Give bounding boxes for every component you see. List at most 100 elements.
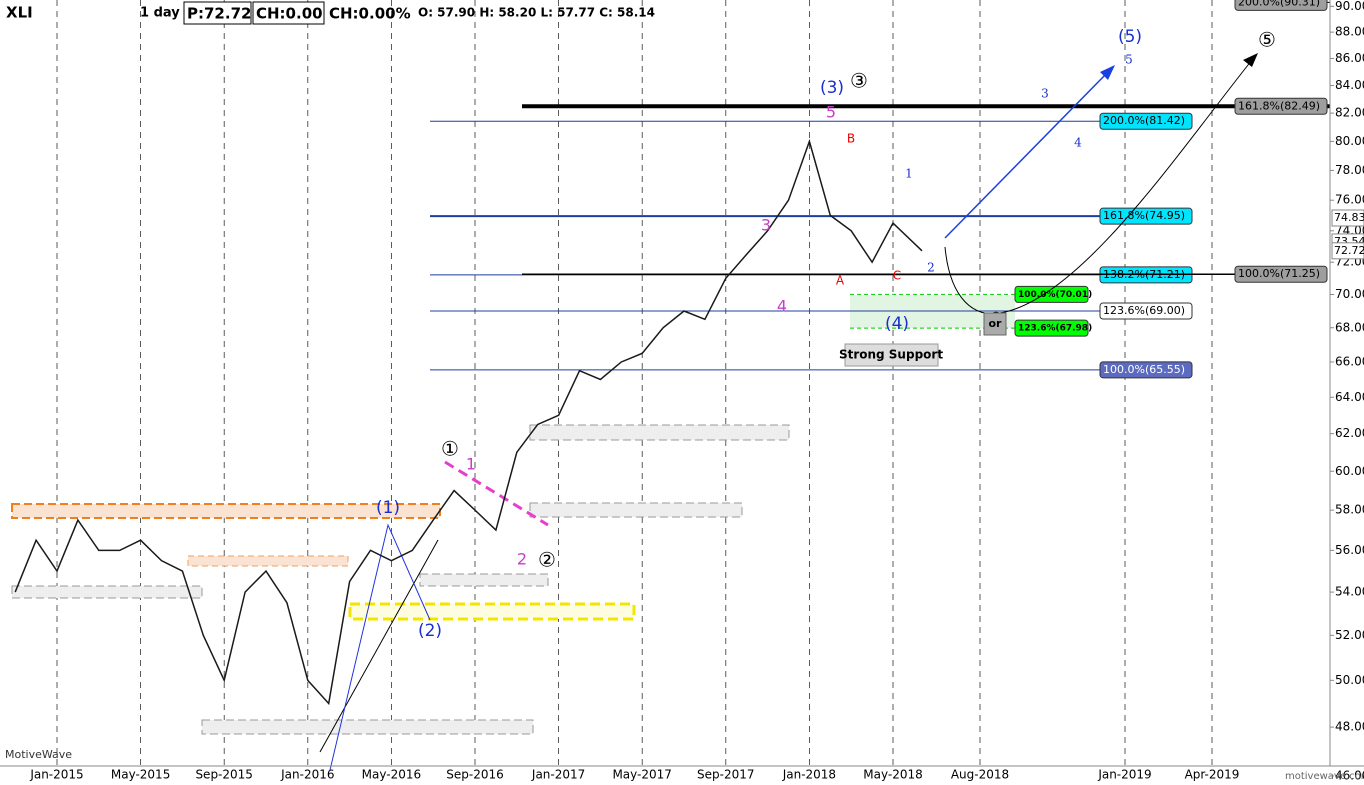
y-tick-label: 90.00 — [1335, 0, 1364, 13]
x-tick-label: May-2018 — [863, 768, 922, 782]
y-tick-label: 68.00 — [1335, 320, 1364, 334]
wave-label: 1 — [466, 455, 476, 474]
box — [183, 1, 252, 25]
level-label: 100.0%(71.25) — [1238, 267, 1320, 280]
wave-label: ① — [441, 437, 459, 461]
y-tick-label: 70.00 — [1335, 287, 1364, 301]
zone — [11, 585, 203, 599]
zone — [529, 424, 790, 441]
level-box — [1014, 319, 1089, 337]
change-pct: CH:0.00% — [329, 5, 411, 23]
level-box — [1099, 361, 1193, 379]
y-tick-label: 76.00 — [1335, 193, 1364, 207]
wave-label: 4 — [1074, 136, 1082, 150]
wave-label: 3 — [1041, 87, 1049, 101]
zone — [187, 555, 349, 567]
x-tick-label: Jan-2015 — [29, 768, 83, 782]
zone — [419, 573, 549, 587]
level-box — [1234, 0, 1328, 11]
wave-label: 2 — [517, 550, 527, 569]
wave-label: (5) — [1118, 27, 1142, 47]
wave-label: 1 — [905, 167, 913, 181]
level-box — [1099, 302, 1193, 320]
wave-label: ② — [538, 548, 556, 572]
level-label: 100.0%(70.01) — [1018, 290, 1092, 300]
wave-label: 5 — [826, 103, 836, 122]
y-tick-label: 80.00 — [1335, 134, 1364, 148]
y-tick-label: 88.00 — [1335, 25, 1364, 39]
y-tick-label: 78.00 — [1335, 163, 1364, 177]
x-tick-label: Sep-2015 — [195, 768, 253, 782]
projection-curve — [944, 59, 1253, 315]
level-label: 200.0%(90.31) — [1238, 0, 1320, 8]
y-tick-label: 82.00 — [1335, 106, 1364, 120]
x-tick-label: Sep-2017 — [697, 768, 755, 782]
projection-arrow — [944, 71, 1109, 239]
wave-label: 4 — [777, 297, 787, 316]
price-marker — [1331, 209, 1364, 227]
ohlc: O: 57.90 H: 58.20 L: 57.77 C: 58.14 — [418, 6, 655, 20]
y-tick-label: 66.00 — [1335, 354, 1364, 368]
x-tick-label: Jan-2017 — [531, 768, 585, 782]
y-tick-label: 52.00 — [1335, 628, 1364, 642]
y-tick-label: 54.00 — [1335, 585, 1364, 599]
y-tick-label: 64.00 — [1335, 390, 1364, 404]
wave-label: C — [893, 269, 901, 283]
wave-line — [329, 523, 431, 771]
support-label: Strong Support — [839, 348, 943, 362]
trendline — [444, 460, 549, 527]
wave-label: ③ — [850, 69, 868, 93]
box — [252, 1, 325, 25]
y-tick-label: 48.00 — [1335, 720, 1364, 734]
price-marker-label: 74.83 — [1334, 211, 1364, 224]
price: P:72.72 — [187, 5, 251, 23]
support-box — [844, 343, 939, 367]
zone — [201, 719, 534, 735]
level-label: 100.0%(65.55) — [1103, 363, 1185, 376]
trendline — [319, 539, 439, 753]
level-label: 123.6%(69.00) — [1103, 304, 1185, 317]
level-label: 161.8%(82.49) — [1238, 99, 1320, 112]
interval: 1 day — [140, 6, 180, 21]
zone — [348, 602, 636, 621]
grid: 46.00 48.00 50.00 52.00 54.00 56.00 58.00 60.00… — [29, 0, 1364, 782]
wave-label: A — [836, 274, 845, 288]
wave-label: (2) — [418, 621, 442, 641]
or-label: or — [989, 317, 1003, 330]
y-tick-label: 56.00 — [1335, 543, 1364, 557]
x-tick-label: Jan-2016 — [280, 768, 334, 782]
wave-label: ⑤ — [1258, 28, 1276, 52]
level-box — [1099, 112, 1193, 130]
y-tick-label: 62.00 — [1335, 426, 1364, 440]
or-box — [983, 312, 1007, 336]
level-label: 161.8%(74.95) — [1103, 209, 1185, 222]
x-tick-label: Jan-2019 — [1097, 768, 1151, 782]
y-tick-label: 60.00 — [1335, 464, 1364, 478]
price-marker-label: 72.72 — [1334, 244, 1364, 257]
arrow-head — [1243, 53, 1258, 67]
x-tick-label: May-2017 — [612, 768, 671, 782]
wave-label: 5 — [1125, 53, 1133, 67]
level-box — [1234, 265, 1328, 283]
level-label: 200.0%(81.42) — [1103, 114, 1185, 127]
y-tick-label: 46.00 — [1335, 768, 1364, 782]
wave-label: B — [847, 132, 855, 146]
brand: MotiveWave — [5, 748, 72, 761]
change: CH:0.00 — [256, 5, 323, 23]
x-tick-label: Sep-2016 — [446, 768, 504, 782]
y-tick-label: 58.00 — [1335, 503, 1364, 517]
wave-label: (3) — [820, 78, 844, 98]
wave-label: 3 — [761, 216, 771, 235]
x-tick-label: Apr-2019 — [1185, 768, 1240, 782]
x-tick-label: May-2016 — [362, 768, 421, 782]
level-box — [1234, 97, 1328, 115]
level-label: 123.6%(67.98) — [1018, 324, 1092, 334]
arrow-head — [1100, 65, 1115, 80]
price-marker — [1331, 242, 1364, 260]
y-tick-label: 50.00 — [1335, 673, 1364, 687]
level-box — [1099, 207, 1193, 225]
wave-label: (4) — [885, 314, 909, 334]
site: motivewave.com — [1285, 771, 1364, 782]
